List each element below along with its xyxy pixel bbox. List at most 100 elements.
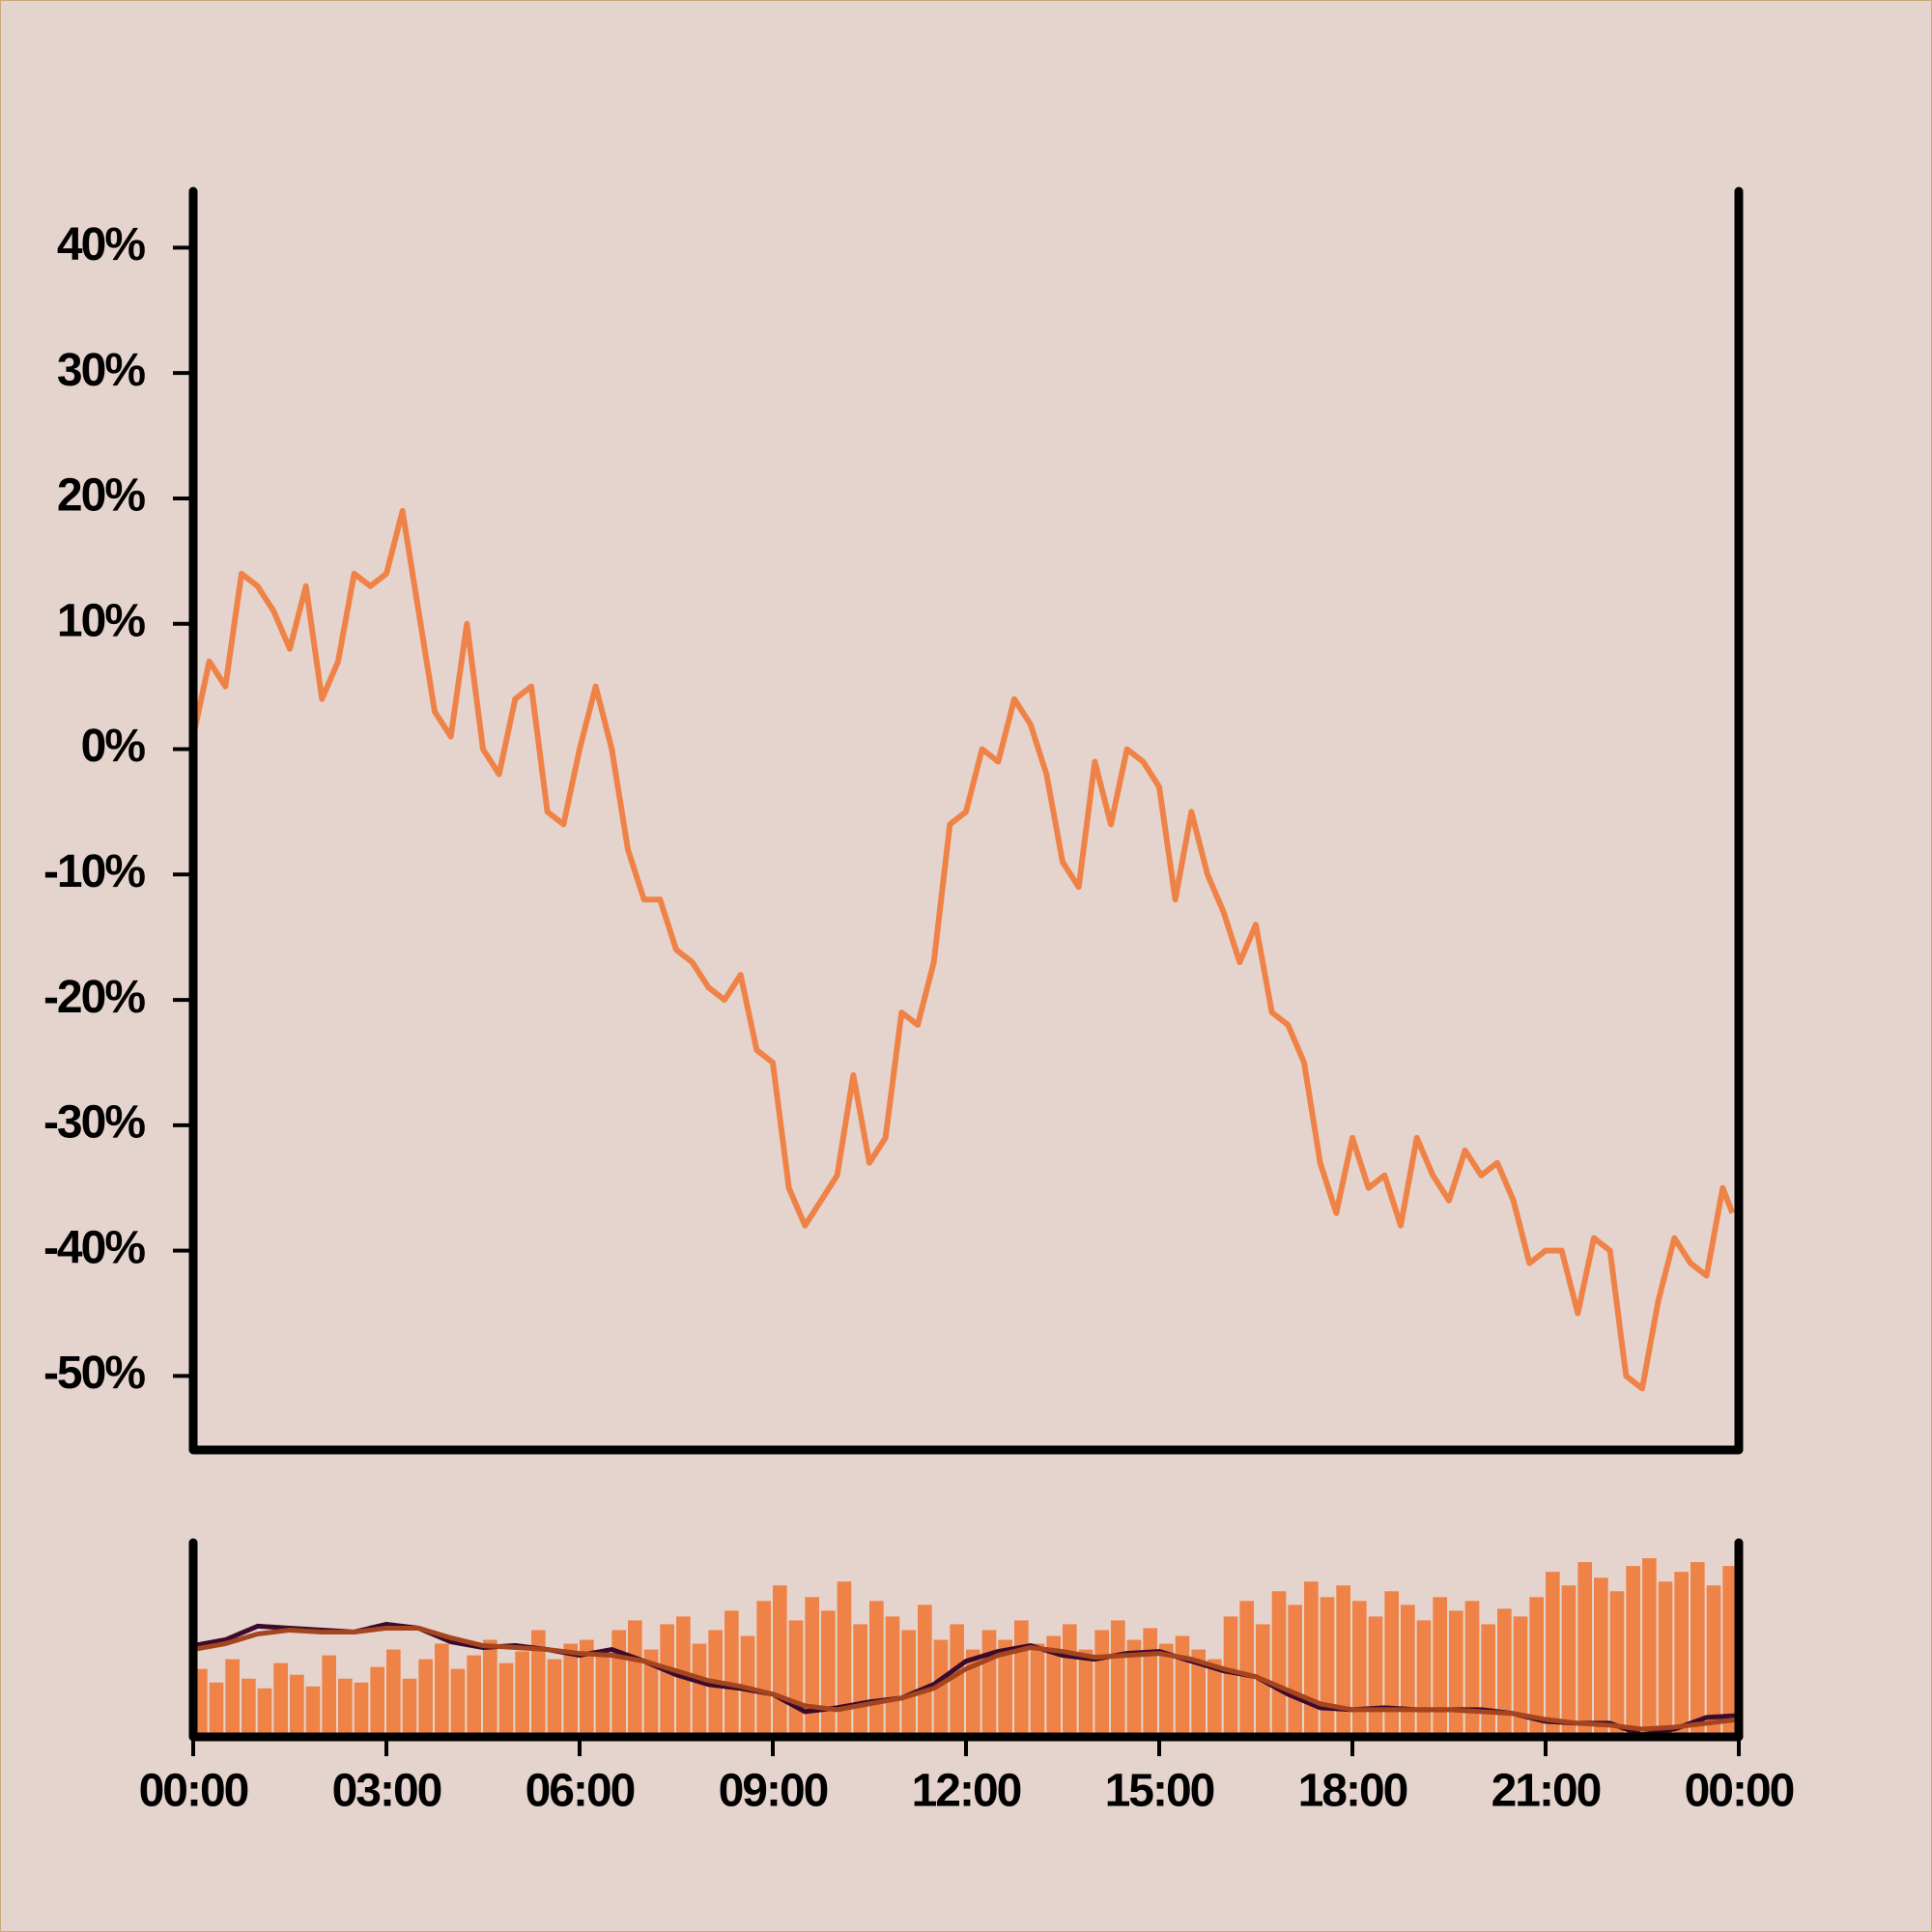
volume-bar xyxy=(1271,1591,1287,1737)
volume-bar xyxy=(628,1620,642,1737)
x-tick-label: 12:00 xyxy=(912,1766,1021,1817)
volume-bar xyxy=(1497,1608,1512,1737)
x-tick-label: 09:00 xyxy=(719,1766,828,1817)
volume-bar xyxy=(595,1655,611,1737)
y-tick-label: 40% xyxy=(57,219,145,270)
volume-bar xyxy=(1609,1591,1625,1737)
volume-bar xyxy=(1094,1630,1109,1737)
volume-bar xyxy=(418,1659,433,1737)
volume-bar xyxy=(402,1678,417,1737)
volume-bar xyxy=(580,1639,594,1737)
volume-bar xyxy=(435,1643,449,1737)
volume-bar xyxy=(981,1630,997,1737)
axis-frame xyxy=(188,186,1744,1455)
volume-bar xyxy=(998,1639,1012,1737)
volume-bar xyxy=(611,1630,626,1737)
volume-bar xyxy=(837,1581,852,1737)
volume-bar xyxy=(1577,1562,1592,1737)
volume-bar xyxy=(1449,1610,1463,1737)
volume-bar xyxy=(853,1624,867,1737)
volume-bar xyxy=(1626,1566,1640,1737)
x-tick-label: 15:00 xyxy=(1105,1766,1214,1817)
volume-bar xyxy=(547,1659,562,1737)
x-tick-label: 06:00 xyxy=(526,1766,635,1817)
volume-bar xyxy=(901,1630,916,1737)
volume-bar xyxy=(1594,1577,1608,1737)
volume-bar xyxy=(1368,1616,1383,1737)
price-line xyxy=(190,507,1736,1392)
volume-bar xyxy=(273,1662,288,1737)
volume-bar xyxy=(643,1649,659,1737)
volume-bar xyxy=(386,1649,401,1737)
volume-bar xyxy=(1642,1558,1657,1737)
y-tick-label: -40% xyxy=(43,1222,145,1273)
volume-bar xyxy=(1046,1635,1061,1737)
x-tick-label: 03:00 xyxy=(332,1766,441,1817)
volume-bar xyxy=(450,1668,466,1737)
x-tick-label: 00:00 xyxy=(1685,1766,1794,1817)
y-tick-label: 20% xyxy=(57,470,145,522)
volume-bar xyxy=(531,1630,546,1737)
volume-bar xyxy=(1336,1585,1350,1737)
volume-bar xyxy=(290,1674,304,1737)
volume-bar xyxy=(257,1688,272,1737)
volume-bar xyxy=(1433,1597,1447,1737)
volume-bar xyxy=(1546,1572,1560,1737)
volume-bar xyxy=(515,1651,529,1737)
volume-bar xyxy=(498,1662,514,1737)
volume-bar xyxy=(322,1655,336,1737)
volume-bar xyxy=(1561,1585,1577,1737)
volume-bar xyxy=(1014,1620,1029,1737)
volume-bar xyxy=(1223,1616,1238,1737)
volume-bar xyxy=(805,1597,819,1737)
volume-bar xyxy=(692,1643,707,1737)
volume-bar xyxy=(1481,1624,1495,1737)
volume-bar xyxy=(1658,1581,1673,1737)
volume-bar xyxy=(467,1655,481,1737)
volume-bar xyxy=(1352,1601,1367,1737)
y-tick-label: 0% xyxy=(81,721,146,772)
volume-bar xyxy=(660,1624,674,1737)
volume-bar xyxy=(1111,1620,1125,1737)
volume-bar xyxy=(242,1678,256,1737)
volume-bar xyxy=(1304,1581,1319,1737)
y-tick-label: -50% xyxy=(43,1348,145,1399)
y-tick-label: -10% xyxy=(43,846,145,897)
volume-bar xyxy=(1030,1643,1045,1737)
volume-bar xyxy=(724,1610,739,1737)
volume-bar xyxy=(1690,1562,1705,1737)
volume-bar xyxy=(1288,1605,1302,1737)
volume-bar xyxy=(1078,1649,1094,1737)
x-tick-label: 18:00 xyxy=(1298,1766,1407,1817)
volume-bar xyxy=(1401,1605,1415,1737)
volume-bar xyxy=(1175,1635,1190,1737)
volume-bar xyxy=(1464,1601,1480,1737)
volume-bar xyxy=(338,1678,353,1737)
volume-bar xyxy=(225,1659,240,1737)
volume-bar xyxy=(950,1624,964,1737)
volume-bar xyxy=(1706,1585,1721,1737)
volume-bar xyxy=(869,1601,884,1737)
volume-bar xyxy=(1320,1597,1335,1737)
volume-bar xyxy=(788,1620,804,1737)
volume-bar xyxy=(1063,1624,1077,1737)
moving-average-line xyxy=(192,1625,1740,1732)
volume-bar xyxy=(933,1639,949,1737)
y-tick-label: -30% xyxy=(43,1097,145,1149)
axis-frame xyxy=(188,1538,1744,1742)
y-tick-label: -20% xyxy=(43,972,145,1023)
volume-bar xyxy=(1191,1649,1206,1737)
y-tick-label: 10% xyxy=(57,595,145,646)
x-tick-label: 00:00 xyxy=(139,1766,248,1817)
volume-bar xyxy=(1416,1620,1432,1737)
volume-bar xyxy=(1674,1572,1689,1737)
volume-bar xyxy=(209,1682,224,1737)
volume-bar xyxy=(1159,1643,1174,1737)
volume-bar xyxy=(1239,1601,1254,1737)
volume-bar xyxy=(483,1639,497,1737)
volume-bar xyxy=(1126,1639,1142,1737)
volume-bar xyxy=(756,1601,771,1737)
volume-bar xyxy=(563,1643,578,1737)
volume-bar xyxy=(885,1616,900,1737)
